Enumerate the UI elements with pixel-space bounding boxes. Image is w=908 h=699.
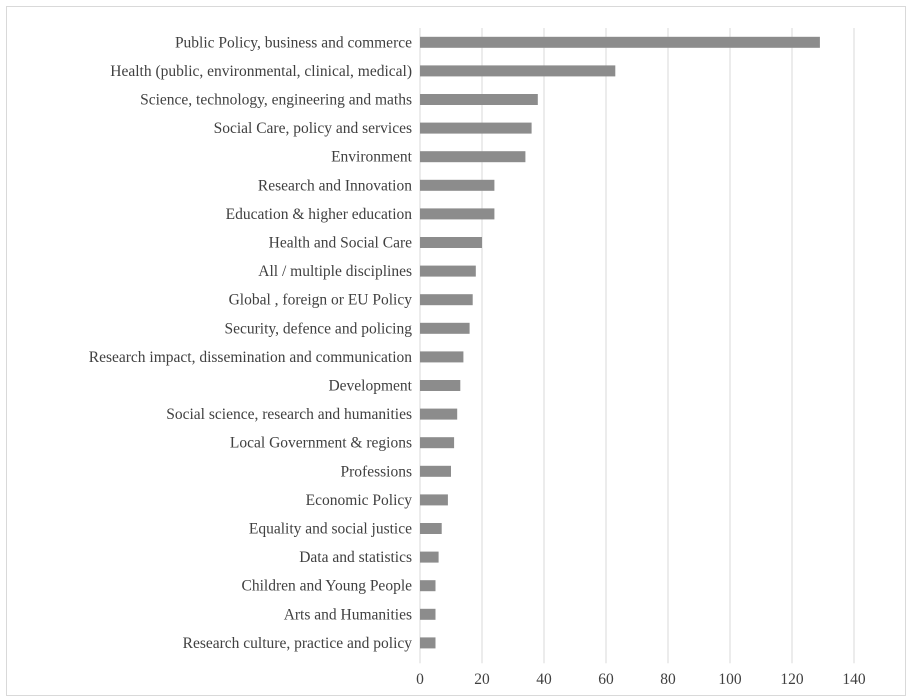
bar [420,437,455,449]
category-label: Research and Innovation [258,177,412,194]
x-tick-label: 100 [718,671,742,688]
x-tick-label: 120 [780,671,804,688]
bar [420,494,448,506]
category-label: Public Policy, business and commerce [175,34,412,51]
category-label: Health and Social Care [269,235,412,252]
bar [420,380,461,391]
chart-frame [6,6,906,696]
category-label: Development [328,378,412,395]
bar [420,580,436,592]
category-label: Science, technology, engineering and mat… [140,92,412,109]
category-label: Social Care, policy and services [214,120,412,137]
bar [420,151,526,163]
bar [420,551,439,563]
bar [420,408,458,420]
bar [420,36,820,48]
x-axis-tick-labels: 0 20 40 60 80 100 120 140 [416,671,866,688]
x-tick-label: 40 [536,671,552,688]
category-label: Global , foreign or EU Policy [229,292,413,309]
category-label: Social science, research and humanities [166,406,412,423]
bar [420,523,442,534]
category-label: Children and Young People [242,578,413,595]
bar [420,237,482,248]
category-label: Local Government & regions [230,435,412,452]
category-label: Education & higher education [226,206,413,223]
category-label: Economic Policy [306,492,413,509]
category-label: Research impact, dissemination and commu… [89,349,413,366]
x-tick-label: 0 [416,671,424,688]
bar [420,208,495,220]
bar [420,265,476,277]
bar [420,179,495,191]
bars [420,36,820,649]
bar [420,608,436,620]
category-label: Security, defence and policing [224,320,412,337]
bar [420,65,616,77]
category-label: Data and statistics [299,549,412,566]
x-tick-label: 20 [474,671,490,688]
category-label: Research culture, practice and policy [183,635,413,652]
x-tick-label: 140 [842,671,866,688]
bar [420,294,473,306]
category-label: All / multiple disciplines [258,263,412,280]
category-label: Arts and Humanities [284,606,412,623]
x-tick-label: 80 [660,671,676,688]
x-tick-label: 60 [598,671,614,688]
category-label: Environment [331,149,413,166]
bar [420,465,451,477]
category-label: Professions [341,463,412,480]
category-labels: Public Policy, business and commerce Heal… [89,34,413,652]
category-label: Equality and social justice [249,521,412,538]
bar [420,122,532,134]
bar [420,637,436,649]
category-label: Health (public, environmental, clinical,… [110,63,412,80]
bar [420,351,464,363]
bar [420,322,470,334]
bar [420,94,538,105]
